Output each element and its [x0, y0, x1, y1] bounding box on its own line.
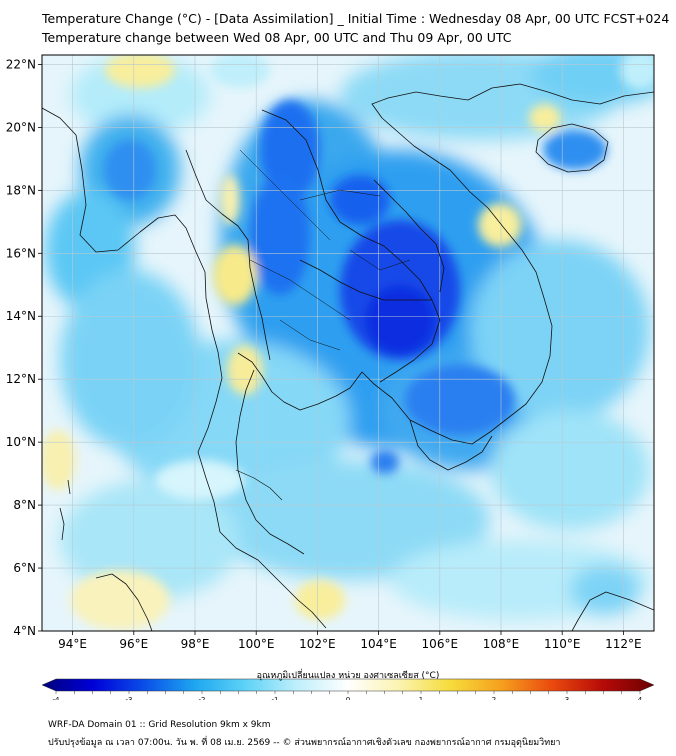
lat-tick-label: 16°N	[6, 246, 36, 260]
inner-province-lines	[239, 149, 411, 351]
colorbar-tick-label: 4	[638, 696, 643, 700]
lon-tick-label: 98°E	[181, 637, 210, 651]
map-subtitle: Temperature change between Wed 08 Apr, 0…	[42, 30, 512, 45]
lat-tick-label: 10°N	[6, 435, 36, 449]
colorbar: -4 -3 -2 -1 0 1 2 3 4	[41, 678, 655, 704]
lon-tick-label: 112°E	[605, 637, 642, 651]
colorbar-tick-label: 1	[419, 696, 423, 700]
lon-tick-label: 104°E	[360, 637, 397, 651]
lon-tick-label: 102°E	[299, 637, 336, 651]
colorbar-tick-label: 3	[565, 696, 569, 700]
footer-credits: ปรับปรุงข้อมูล ณ เวลา 07:00น. วัน พ. ที่…	[48, 738, 561, 748]
colorbar-tick-label: 2	[492, 696, 496, 700]
colorbar-tick-label: 0	[346, 696, 350, 700]
colorbar-tick-label: -4	[53, 696, 61, 700]
lat-tick-label: 4°N	[13, 624, 36, 638]
gulf-of-thailand-coast	[237, 91, 553, 445]
andaman-islands	[59, 479, 71, 541]
latitude-axis: 22°N 20°N 18°N 16°N 14°N 12°N 10°N 8°N 6°N 4°N	[6, 57, 42, 638]
map-panel: 22°N 20°N 18°N 16°N 14°N 12°N 10°N 8°N 6°N 4°N 94…	[6, 54, 655, 704]
vietnam-south-coast	[409, 419, 493, 471]
map-frame	[41, 54, 655, 632]
lat-tick-label: 6°N	[13, 561, 36, 575]
coastline-and-borders	[42, 83, 654, 631]
thailand-cambodia-border	[299, 259, 441, 383]
lat-tick-label: 20°N	[6, 120, 36, 134]
lon-tick-label: 100°E	[238, 637, 275, 651]
lat-tick-label: 14°N	[6, 309, 36, 323]
footer-model-info: WRF-DA Domain 01 :: Grid Resolution 9km …	[48, 720, 271, 730]
vietnam-laos-border	[373, 179, 445, 293]
colorbar-label: อุณหภูมิเปลี่ยนแปลง หน่วย องศาเซลเซียส (…	[256, 671, 440, 681]
longitude-axis: 94°E 96°E 98°E 100°E 102°E 104°E 106°E 108°E 110…	[58, 631, 642, 651]
colorbar-tick-label: -2	[199, 696, 206, 700]
lat-tick-label: 8°N	[13, 498, 36, 512]
colorbar-tick-label: -3	[126, 696, 133, 700]
field-blobs-core	[42, 55, 654, 630]
colorbar-ticks: -4 -3 -2 -1 0 1 2 3 4	[53, 691, 643, 704]
temperature-field	[42, 55, 654, 631]
lon-tick-label: 108°E	[483, 637, 520, 651]
southern-peninsula	[235, 369, 305, 555]
temperature-change-map: 22°N 20°N 18°N 16°N 14°N 12°N 10°N 8°N 6°N 4°N 94…	[6, 54, 655, 704]
lat-tick-label: 22°N	[6, 57, 36, 71]
mainland-coastline	[42, 107, 327, 629]
lon-tick-label: 94°E	[58, 637, 87, 651]
map-title: Temperature Change (°C) - [Data Assimila…	[42, 11, 670, 26]
lat-tick-label: 18°N	[6, 183, 36, 197]
colorbar-tick-label: -1	[272, 696, 279, 700]
lat-tick-label: 12°N	[6, 372, 36, 386]
hainan-island	[535, 123, 609, 173]
lon-tick-label: 110°E	[544, 637, 581, 651]
sumatra-coast	[95, 573, 153, 631]
lon-tick-label: 106°E	[422, 637, 459, 651]
graticule	[42, 55, 654, 631]
myanmar-border	[185, 149, 271, 361]
lon-tick-label: 96°E	[119, 637, 148, 651]
borneo-coast	[571, 591, 654, 631]
china-coast	[467, 83, 654, 105]
malaysia-border	[235, 469, 283, 501]
laos-border	[261, 109, 433, 301]
